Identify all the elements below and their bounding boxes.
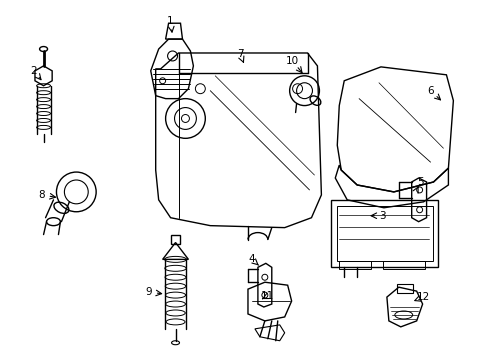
Text: 10: 10 (285, 56, 299, 66)
Text: 2: 2 (30, 66, 37, 76)
Text: 3: 3 (379, 211, 386, 221)
Text: 4: 4 (248, 255, 255, 264)
Bar (396, 284, 412, 293)
Bar (382, 261, 424, 269)
Bar (331, 200, 438, 267)
Text: 11: 11 (261, 291, 274, 301)
Bar (337, 206, 432, 261)
Text: 1: 1 (167, 16, 174, 26)
Text: 9: 9 (145, 287, 152, 297)
Text: 5: 5 (416, 177, 423, 187)
Bar (170, 235, 180, 244)
Bar (339, 261, 370, 269)
Text: 8: 8 (38, 190, 45, 200)
Text: 12: 12 (416, 292, 429, 302)
Text: 6: 6 (427, 86, 433, 96)
Text: 7: 7 (236, 49, 243, 59)
